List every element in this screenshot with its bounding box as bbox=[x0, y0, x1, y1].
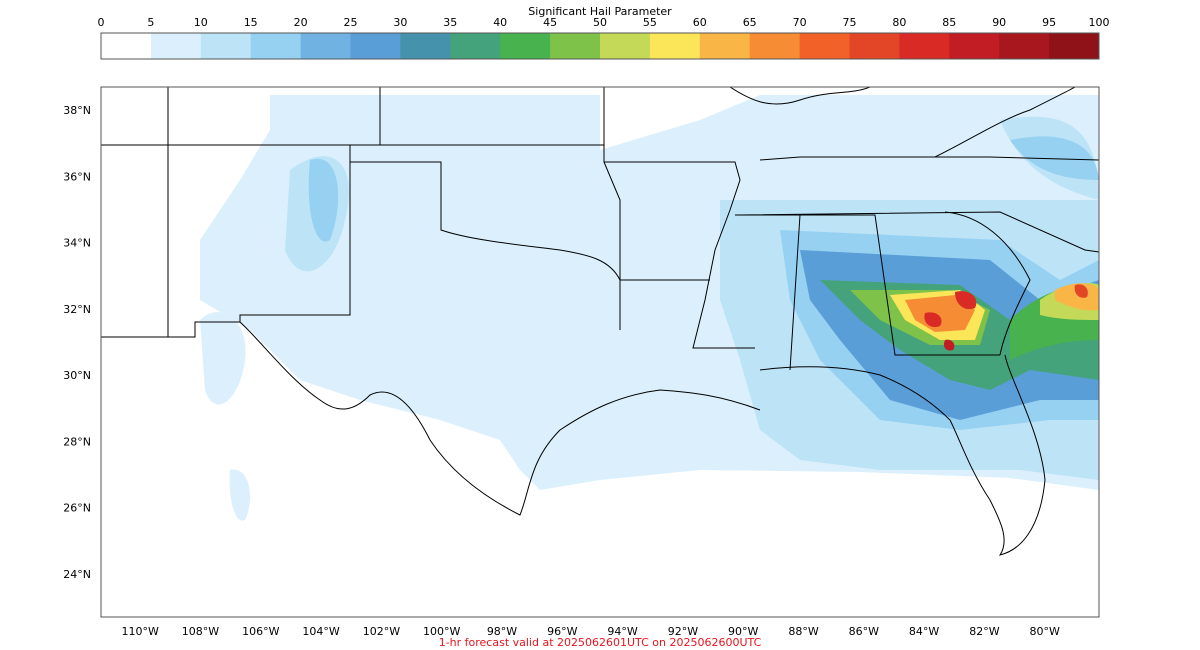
latitude-label: 28°N bbox=[63, 435, 91, 448]
boundary-al-ga bbox=[800, 214, 1000, 356]
latitude-label: 32°N bbox=[63, 303, 91, 316]
longitude-label: 80°W bbox=[1030, 625, 1060, 638]
shade-level-60 bbox=[1055, 283, 1099, 311]
colorbar-swatch bbox=[150, 33, 202, 59]
colorbar-swatch bbox=[400, 33, 451, 59]
boundary-ar-ms bbox=[604, 161, 755, 349]
colorbar-ticks: 0 5 10 15 20 25 30 35 40 45 50 55 60 65 70 75 80 85 90 95 10… bbox=[98, 16, 1110, 29]
colorbar-tick-label: 25 bbox=[344, 16, 358, 29]
latitude-label: 36°N bbox=[63, 170, 91, 183]
colorbar-swatch bbox=[749, 33, 801, 59]
boundary-ok-ar bbox=[603, 87, 621, 330]
boundaries bbox=[101, 87, 1099, 556]
colorbar-swatch bbox=[450, 33, 501, 59]
map-frame bbox=[100, 86, 1100, 618]
longitude-label: 88°W bbox=[788, 625, 818, 638]
boundary-ga-sc bbox=[944, 211, 1031, 356]
longitude-label: 106°W bbox=[242, 625, 279, 638]
longitude-label: 96°W bbox=[547, 625, 577, 638]
longitude-label: 110°W bbox=[122, 625, 159, 638]
shade-level-15 bbox=[308, 158, 339, 242]
colorbar: 0 5 10 15 20 25 30 35 40 45 50 55 60 65 70 75 80 85 90 95 10… bbox=[98, 16, 1110, 60]
colorbar-tick-label: 30 bbox=[393, 16, 407, 29]
boundary-tn-south bbox=[739, 211, 1099, 253]
longitude-ticks: 110°W 108°W 106°W 104°W 102°W 100°W 98°W 96°W 94… bbox=[122, 625, 1061, 638]
colorbar-tick-label: 85 bbox=[942, 16, 956, 29]
shade-level-85 bbox=[955, 291, 977, 310]
longitude-label: 82°W bbox=[969, 625, 999, 638]
colorbar-swatch bbox=[250, 33, 302, 59]
colorbar-tick-label: 50 bbox=[593, 16, 607, 29]
colorbar-tick-label: 40 bbox=[493, 16, 507, 29]
colorbar-tick-label: 70 bbox=[793, 16, 807, 29]
colorbar-swatch bbox=[101, 33, 152, 59]
longitude-label: 104°W bbox=[302, 625, 339, 638]
longitude-label: 100°W bbox=[423, 625, 460, 638]
map-content bbox=[101, 87, 1099, 556]
shade-level-5 bbox=[229, 469, 250, 521]
latitude-label: 26°N bbox=[63, 502, 91, 515]
colorbar-swatch bbox=[300, 33, 351, 59]
colorbar-swatch bbox=[949, 33, 1000, 59]
latitude-label: 24°N bbox=[63, 568, 91, 581]
latitude-label: 34°N bbox=[63, 237, 91, 250]
colorbar-tick-label: 90 bbox=[992, 16, 1006, 29]
colorbar-tick-label: 5 bbox=[147, 16, 154, 29]
longitude-label: 102°W bbox=[363, 625, 400, 638]
colorbar-swatch bbox=[699, 33, 751, 59]
boundary-ohio-river bbox=[729, 87, 871, 105]
colorbar-swatch bbox=[649, 33, 701, 59]
longitude-label: 90°W bbox=[728, 625, 758, 638]
colorbar-tick-label: 95 bbox=[1042, 16, 1056, 29]
colorbar-swatch bbox=[849, 33, 900, 59]
colorbar-tick-label: 0 bbox=[98, 16, 105, 29]
longitude-label: 84°W bbox=[909, 625, 939, 638]
colorbar-swatches bbox=[101, 33, 1100, 59]
longitude-label: 86°W bbox=[849, 625, 879, 638]
shade-level-65 bbox=[905, 295, 975, 332]
boundary-tn-ky bbox=[759, 156, 1099, 161]
colorbar-tick-label: 45 bbox=[543, 16, 557, 29]
colorbar-tick-label: 75 bbox=[843, 16, 857, 29]
colorbar-tick-label: 10 bbox=[194, 16, 208, 29]
shade-level-15 bbox=[1010, 136, 1099, 180]
colorbar-swatch bbox=[1049, 33, 1100, 59]
colorbar-tick-label: 35 bbox=[443, 16, 457, 29]
colorbar-frame bbox=[100, 32, 1100, 60]
colorbar-swatch bbox=[600, 33, 651, 59]
colorbar-tick-label: 100 bbox=[1089, 16, 1110, 29]
boundary-ok-tx bbox=[350, 161, 621, 281]
longitude-label: 108°W bbox=[182, 625, 219, 638]
shade-level-80 bbox=[1074, 284, 1088, 298]
boundary-appalachian bbox=[934, 87, 1076, 158]
latitude-ticks: 38°N 36°N 34°N 32°N 30°N 28°N 26°N 24°N bbox=[63, 104, 91, 581]
colorbar-swatch bbox=[200, 33, 252, 59]
colorbar-tick-label: 60 bbox=[693, 16, 707, 29]
colorbar-tick-label: 55 bbox=[643, 16, 657, 29]
colorbar-swatch bbox=[500, 33, 551, 59]
colorbar-swatch bbox=[350, 33, 401, 59]
latitude-label: 38°N bbox=[63, 104, 91, 117]
colorbar-title: Significant Hail Parameter bbox=[528, 5, 672, 18]
colorbar-swatch bbox=[999, 33, 1050, 59]
colorbar-tick-label: 15 bbox=[244, 16, 258, 29]
latitude-label: 30°N bbox=[63, 369, 91, 382]
shade-level-85 bbox=[924, 312, 942, 328]
longitude-label: 94°W bbox=[607, 625, 637, 638]
longitude-label: 98°W bbox=[487, 625, 517, 638]
hail-field bbox=[200, 95, 1099, 521]
colorbar-swatch bbox=[799, 33, 850, 59]
coastline-florida bbox=[759, 354, 1046, 556]
coastline-texas bbox=[239, 321, 761, 516]
colorbar-tick-label: 20 bbox=[294, 16, 308, 29]
colorbar-swatch bbox=[899, 33, 950, 59]
colorbar-swatch bbox=[550, 33, 601, 59]
shade-level-5 bbox=[200, 312, 246, 405]
colorbar-tick-label: 65 bbox=[743, 16, 757, 29]
colorbar-tick-label: 80 bbox=[892, 16, 906, 29]
forecast-caption: 1-hr forecast valid at 2025062601UTC on … bbox=[438, 636, 762, 649]
longitude-label: 92°W bbox=[668, 625, 698, 638]
shade-level-90 bbox=[943, 339, 955, 351]
